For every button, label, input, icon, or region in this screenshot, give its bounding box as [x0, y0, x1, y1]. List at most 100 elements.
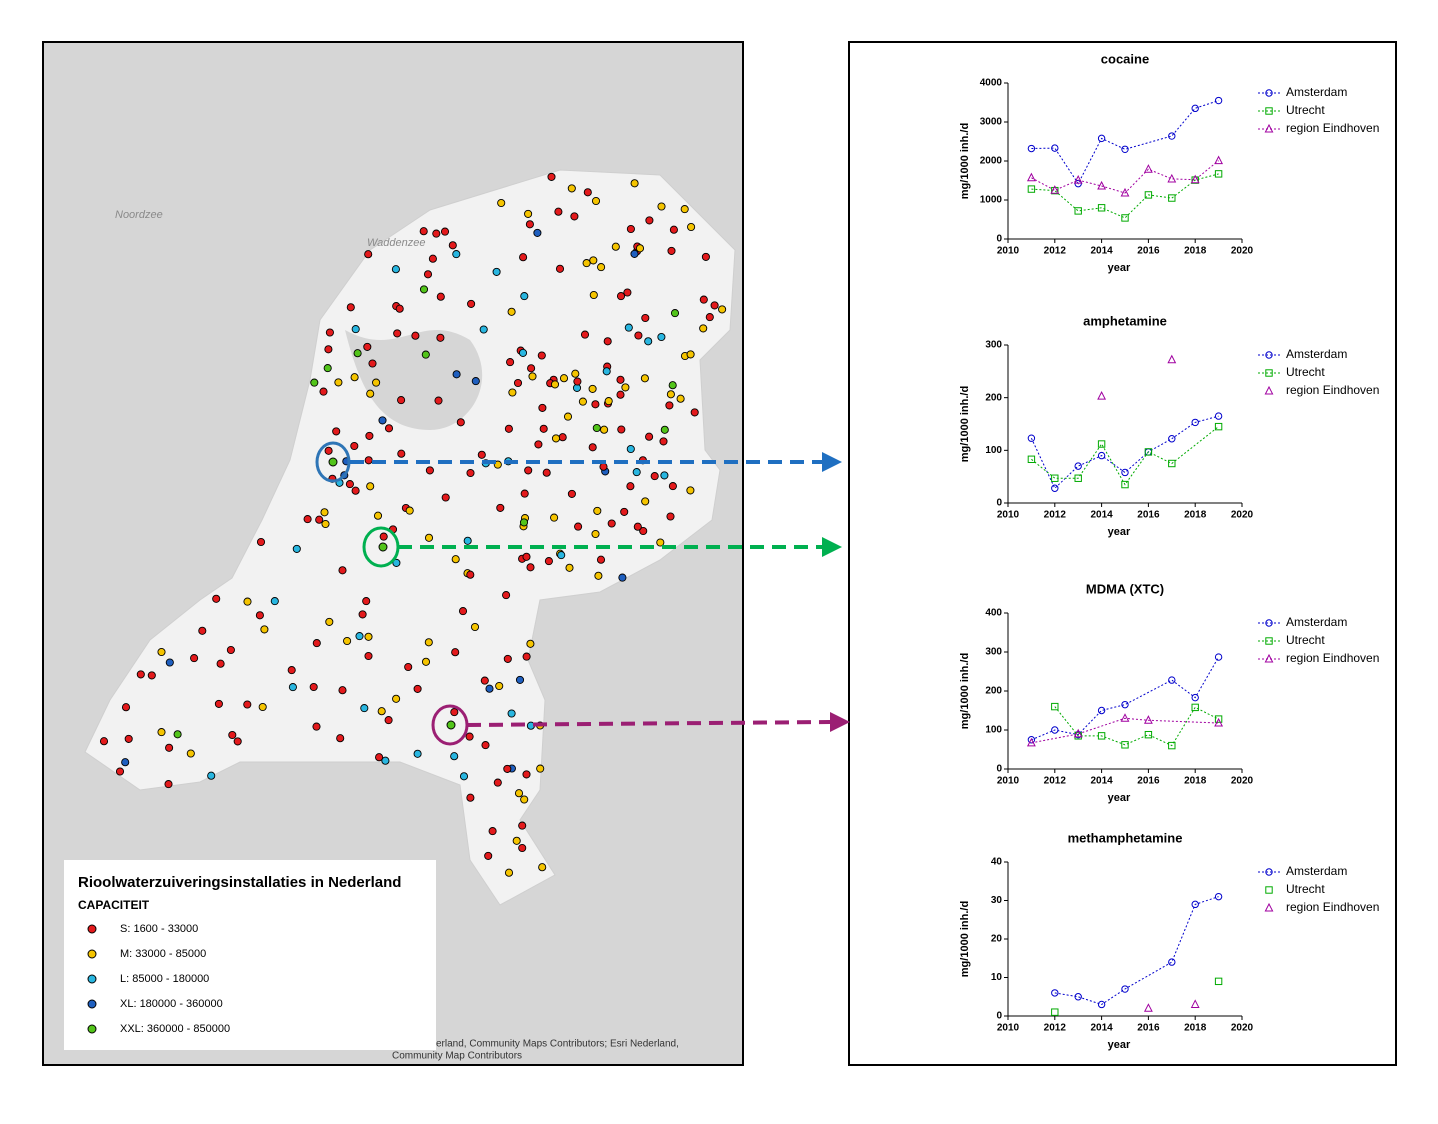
plant-dot	[136, 670, 145, 679]
plant-dot	[668, 381, 677, 390]
marker	[1027, 144, 1036, 153]
plant-dot	[421, 350, 430, 359]
marker	[1214, 170, 1223, 178]
plant-dot	[641, 313, 650, 323]
plant-dot	[611, 242, 620, 251]
plant-dot	[538, 403, 547, 412]
plant-dot	[452, 370, 461, 379]
plant-dot	[524, 209, 533, 218]
plant-dot	[701, 252, 710, 261]
x-axis-label: year	[1108, 262, 1131, 274]
y-tick-label: 1000	[980, 195, 1003, 206]
plant-dot	[536, 764, 545, 773]
marker	[1168, 435, 1176, 443]
plant-dot	[459, 772, 469, 781]
plant-dot	[466, 793, 475, 802]
plant-dot	[121, 758, 130, 767]
x-tick-label: 2018	[1184, 246, 1207, 257]
plant-dot	[508, 388, 517, 397]
plant-dot	[465, 732, 474, 741]
marker	[1027, 185, 1036, 193]
plant-dot	[600, 425, 609, 434]
plant-dot	[419, 227, 428, 236]
plant-dot	[157, 728, 166, 737]
legend-label: Utrecht	[1286, 882, 1325, 896]
marker	[1051, 1008, 1059, 1016]
plant-dot	[519, 518, 529, 527]
y-tick-label: 200	[985, 392, 1002, 403]
plant-dot	[502, 591, 511, 600]
plant-dot	[393, 329, 402, 338]
marker	[1143, 715, 1153, 724]
marker	[1097, 440, 1106, 448]
plant-dot	[428, 254, 437, 263]
plant-dot	[362, 597, 371, 606]
plant-dot	[588, 384, 597, 393]
plant-dot	[315, 515, 324, 524]
x-tick-label: 2016	[1137, 246, 1160, 257]
y-axis-label: mg/1000 inh./d	[959, 901, 971, 977]
plant-dot	[592, 423, 601, 433]
plant-dot	[539, 424, 548, 433]
plant-dot	[351, 486, 360, 495]
chart-title: amphetamine	[1083, 313, 1167, 328]
plant-dot	[458, 607, 468, 616]
plant-dot	[504, 868, 514, 877]
chart-frame	[848, 41, 1397, 1066]
plant-dot	[470, 622, 480, 632]
marker	[1097, 204, 1106, 212]
marker	[1027, 434, 1036, 442]
x-tick-label: 2010	[997, 1023, 1020, 1034]
plant-dot	[554, 207, 563, 216]
y-tick-label: 400	[985, 608, 1002, 619]
legend-label: L: 85000 - 180000	[120, 973, 209, 985]
y-tick-label: 3000	[980, 117, 1003, 128]
plant-dot	[660, 471, 669, 480]
plant-dot	[667, 246, 676, 255]
plant-dot	[616, 375, 625, 384]
plant-dot	[657, 332, 666, 342]
marker	[1214, 977, 1223, 986]
marker	[1097, 451, 1106, 460]
plant-dot	[522, 552, 531, 561]
plant-dot	[583, 188, 592, 197]
plant-dot	[617, 425, 626, 434]
plant-dot	[471, 377, 480, 386]
plant-dot	[423, 270, 433, 279]
plant-dot	[640, 374, 649, 383]
y-tick-label: 0	[996, 1011, 1002, 1022]
series-line	[1031, 717, 1219, 744]
plant-dot	[413, 749, 422, 758]
plant-dot	[384, 716, 393, 725]
plant-dot	[632, 468, 641, 477]
plant-dot	[147, 671, 156, 680]
chart: methamphetamine 0 10 20 30 40 2010 2012 2014 2016…	[959, 830, 1380, 1050]
marker	[1051, 484, 1059, 492]
plant-dot	[626, 224, 635, 234]
marker	[1168, 132, 1176, 140]
plant-dot	[392, 558, 401, 567]
y-tick-label: 100	[985, 725, 1002, 736]
plant-dot	[538, 863, 547, 872]
legend-label: region Eindhoven	[1286, 121, 1379, 135]
marker	[1191, 418, 1199, 427]
plant-dot	[212, 594, 221, 603]
plant-dot	[228, 730, 237, 740]
legend-box	[64, 860, 436, 1050]
plant-dot	[593, 506, 602, 515]
series-line	[1054, 706, 1219, 747]
plant-dot	[527, 364, 536, 373]
legend-label: M: 33000 - 85000	[120, 948, 206, 960]
plant-dot	[603, 337, 612, 346]
plant-dot	[397, 449, 406, 458]
plant-dot	[623, 288, 632, 297]
plant-dot	[520, 292, 529, 301]
plant-dot	[321, 519, 330, 529]
plant-dot	[525, 220, 534, 229]
marker	[1168, 676, 1176, 684]
ijsselmeer	[345, 330, 483, 430]
legend-marker	[1264, 902, 1274, 912]
y-tick-label: 300	[985, 647, 1002, 658]
plant-dot	[303, 515, 312, 524]
series-line	[1031, 160, 1219, 194]
